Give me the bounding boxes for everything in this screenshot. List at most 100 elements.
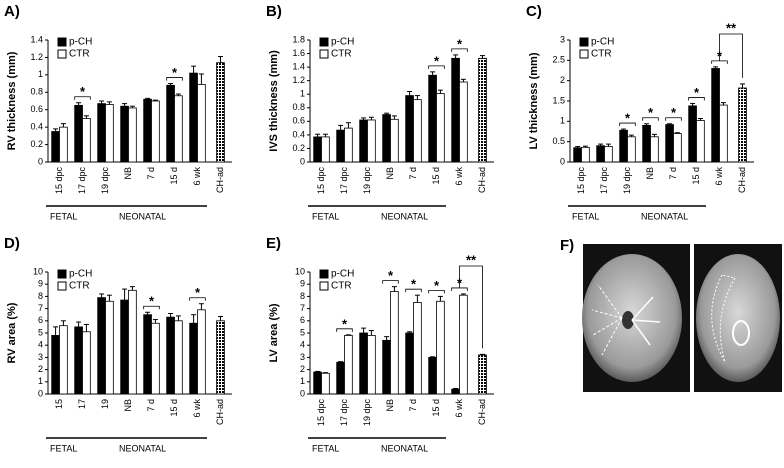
bar [428,74,437,163]
y-tick-label: 7 [38,303,43,313]
x-tick-label: 19 dpc [362,167,372,195]
y-tick-label: 3 [560,34,565,44]
bar [321,136,330,163]
bar [336,361,345,395]
legend-label: CTR [331,281,352,292]
bar [313,136,322,163]
bar [451,57,460,163]
y-tick-label: 1 [560,116,565,126]
group-label: FETAL [50,443,77,453]
legend-swatch [57,281,67,291]
group-label: FETAL [50,211,77,221]
x-tick-label: 17 dpc [77,167,87,195]
y-tick-label: 0.8 [292,102,305,112]
bar [128,107,137,163]
bar-chart: C) LV thickness (mm) 0 0.5 1 1.5 2 2.5 3 15 dpc 17… [526,3,754,221]
x-tick-label: 6 wk [714,167,724,186]
bar [166,316,175,395]
x-tick-label: 15 dpc [316,399,326,427]
bar [82,331,91,395]
legend-swatch [319,49,329,59]
legend-label: p-CH [69,37,92,48]
y-tick-label: 5 [300,327,305,337]
panel-label: E) [266,235,281,252]
bar [382,114,391,163]
bar [174,95,183,163]
x-tick-label: NB [123,399,133,412]
bar-chart: E) LV area (%) 0 1 2 3 4 5 6 7 8 9 10 15 dpc 17 dpc 19 … [266,235,494,453]
bar [174,320,183,395]
bar [627,136,636,163]
significance-star: * [625,110,631,125]
bar [390,118,399,163]
bar [367,119,376,163]
y-tick-label: 0.2 [292,143,305,153]
panel-label: C) [526,3,542,20]
x-tick-label: NB [123,167,133,180]
significance-star: ** [726,20,737,35]
y-tick-label: 0 [560,156,565,166]
x-tick-label: CH-ad [215,167,225,193]
bar [673,133,682,163]
bar [74,104,83,163]
x-tick-label: 15 d [431,399,441,417]
bar [105,300,114,395]
significance-star: * [172,65,178,80]
bar [336,129,345,163]
group-label: NEONATAL [641,211,688,221]
x-tick-label: CH-ad [215,399,225,425]
legend-swatch [57,37,67,47]
significance-bracket [143,305,160,310]
x-tick-label: 15 d [169,167,179,185]
bar [413,302,422,395]
y-tick-label: 2 [300,364,305,374]
y-axis-label: RV thickness (mm) [6,51,18,150]
x-tick-label: 19 dpc [100,167,110,195]
panel-label: B) [266,3,282,20]
y-tick-label: 1 [300,89,305,99]
significance-star: * [457,36,463,51]
group-label: FETAL [312,211,339,221]
y-tick-label: 1 [38,376,43,386]
y-tick-label: 5 [38,327,43,337]
y-tick-label: 7 [300,303,305,313]
bar [97,297,106,395]
panel-label: D) [4,235,20,252]
bar [478,57,487,163]
significance-bracket [189,297,206,301]
y-tick-label: 9 [38,279,43,289]
y-tick-label: 3 [38,352,43,362]
y-tick-label: 2 [560,75,565,85]
bar [216,320,225,395]
significance-star: * [434,278,440,293]
bar [596,145,605,163]
bar [428,357,437,395]
y-tick-label: 1.2 [30,52,43,62]
y-tick-label: 1.8 [292,34,305,44]
bar [143,314,152,395]
bar [478,354,487,395]
bar [189,322,198,395]
legend-label: p-CH [331,269,354,280]
significance-star: * [149,294,155,309]
y-tick-label: 9 [300,279,305,289]
significance-bracket [166,77,183,81]
bar [151,100,160,163]
significance-bracket [665,117,682,121]
bar [459,81,468,163]
y-tick-label: 0.2 [30,139,43,149]
y-tick-label: 1 [300,376,305,386]
panel-label: F) [560,237,574,254]
x-tick-label: 7 d [408,167,418,180]
y-tick-label: 8 [300,291,305,301]
legend-swatch [57,269,67,279]
bar [59,126,68,163]
bar [128,289,137,395]
y-tick-label: 6 [300,315,305,325]
y-tick-label: 1.4 [292,61,305,71]
significance-star: * [434,53,440,68]
significance-bracket [642,117,659,121]
x-tick-label: CH-ad [737,167,747,193]
legend-label: p-CH [331,37,354,48]
